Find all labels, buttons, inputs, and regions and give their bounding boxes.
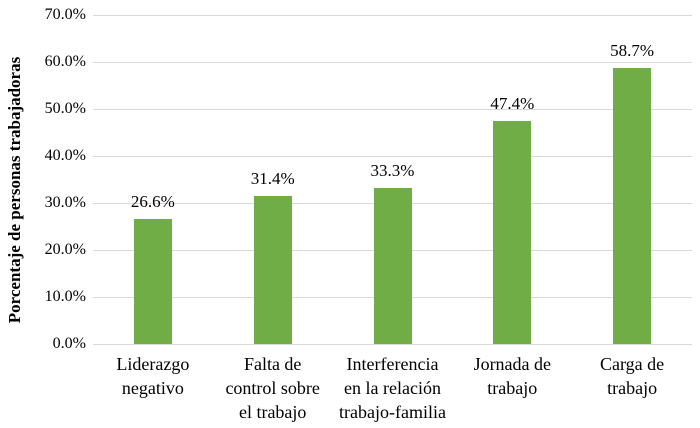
value-label: 26.6% — [130, 191, 175, 211]
value-label: 58.7% — [610, 41, 655, 61]
category-label: Carga de trabajo — [600, 354, 665, 398]
gridline — [93, 14, 692, 16]
value-label: 33.3% — [370, 160, 415, 180]
category-label: Falta de control sobre el trabajo — [225, 354, 320, 422]
y-tick-label: 10.0% — [44, 288, 86, 305]
category-label: Interferencia en la relación trabajo-fam… — [339, 354, 446, 422]
gridline — [93, 343, 692, 345]
category-label: Liderazgo negativo — [116, 354, 190, 398]
y-tick-label: 50.0% — [44, 100, 86, 117]
bar — [133, 218, 172, 344]
gridline — [93, 155, 692, 157]
y-tick-label: 20.0% — [44, 241, 86, 258]
gridline — [93, 61, 692, 63]
y-tick-label: 70.0% — [44, 6, 86, 23]
y-axis-ticks: 0.0% 10.0% 20.0% 30.0% 40.0% 50.0% 60.0% 70.0% — [0, 6, 86, 352]
bar — [373, 187, 412, 344]
category-label: Jornada de trabajo — [473, 354, 552, 398]
y-tick-label: 40.0% — [44, 147, 86, 164]
bar — [613, 68, 652, 344]
y-tick-label: 60.0% — [44, 53, 86, 70]
value-label: 47.4% — [490, 94, 535, 114]
value-label: 31.4% — [250, 169, 295, 189]
x-axis-labels: Liderazgo negativo Falta de control sobre… — [93, 352, 692, 428]
y-tick-label: 30.0% — [44, 194, 86, 211]
y-tick-label: 0.0% — [52, 335, 86, 352]
bar — [253, 196, 292, 344]
plot-area: 26.6% 31.4% 33.3% 47.4% 58.7% — [93, 14, 692, 345]
bar — [493, 121, 532, 344]
gridline — [93, 108, 692, 110]
